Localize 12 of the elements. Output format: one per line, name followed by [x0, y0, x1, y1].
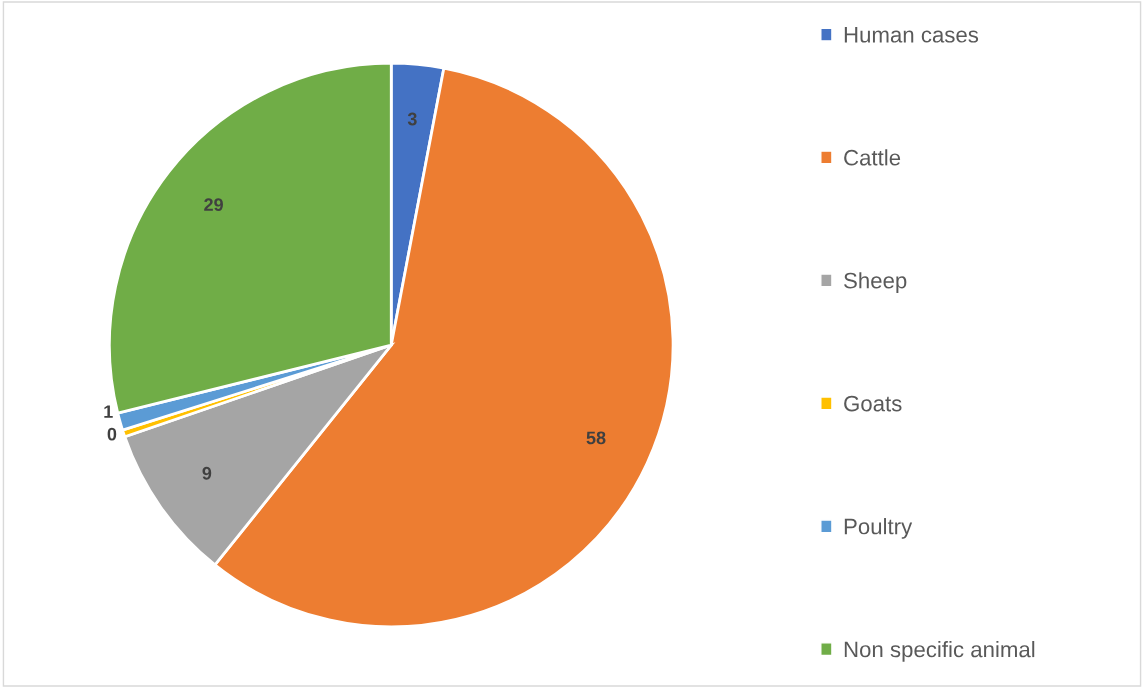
legend-label: Poultry — [844, 518, 913, 539]
data-label: 58 — [586, 431, 606, 445]
data-label: 9 — [202, 466, 212, 480]
legend-label: Goats — [844, 395, 902, 412]
legend-label: Cattle — [844, 149, 901, 166]
legend-label: Non specific animal — [844, 640, 1035, 662]
legend-label: Human cases — [844, 27, 979, 43]
data-label: 0 — [107, 427, 117, 441]
data-label: 3 — [407, 112, 417, 126]
legend-label: Sheep — [844, 272, 907, 293]
data-label: 29 — [204, 198, 223, 212]
data-label: 1 — [104, 405, 113, 418]
